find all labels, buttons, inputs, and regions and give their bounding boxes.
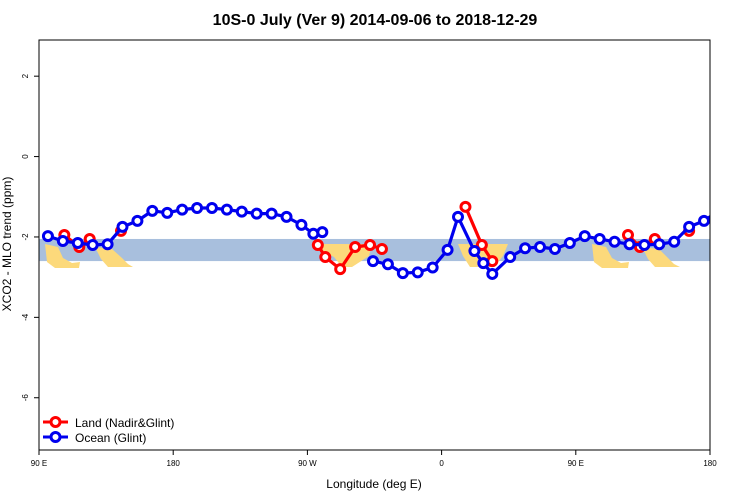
y-tick-label: 2 <box>21 73 30 78</box>
x-tick-label: 0 <box>439 459 444 468</box>
data-point <box>364 239 377 251</box>
data-point <box>131 214 144 227</box>
y-tick-label: -2 <box>21 233 30 241</box>
chart-title: 10S-0 July (Ver 9) 2014-09-06 to 2018-12… <box>213 12 538 29</box>
y-tick-label: 0 <box>21 154 30 159</box>
x-tick-label: 90 E <box>31 459 47 468</box>
data-point <box>86 239 99 251</box>
data-point <box>452 210 465 223</box>
data-point <box>116 220 129 233</box>
data-point <box>621 228 634 241</box>
data-point <box>608 235 621 248</box>
plot-area <box>39 200 738 280</box>
data-point <box>205 202 218 215</box>
legend: Land (Nadir&Glint) Ocean (Glint) <box>43 416 174 445</box>
data-point <box>396 267 409 280</box>
x-tick-label: 180 <box>167 459 181 468</box>
data-point <box>235 205 248 218</box>
x-axis-label: Longitude (deg E) <box>326 477 421 491</box>
data-point <box>714 206 723 215</box>
data-point <box>593 232 606 245</box>
y-axis: 2 0 -2 -4 -6 <box>21 73 39 401</box>
x-tick-label: 90 E <box>568 459 584 468</box>
x-tick-label: 180 <box>703 459 717 468</box>
legend-label-land: Land (Nadir&Glint) <box>75 416 174 430</box>
data-point <box>477 257 490 270</box>
data-point <box>486 267 499 280</box>
legend-marker-land <box>49 416 62 428</box>
data-point <box>367 255 380 268</box>
x-tick-label: 90 W <box>298 459 317 468</box>
data-point <box>146 204 159 217</box>
data-point <box>668 235 681 248</box>
data-point <box>638 239 651 251</box>
data-point <box>578 230 591 243</box>
data-point <box>534 241 547 254</box>
data-point <box>265 207 278 220</box>
data-point <box>56 234 69 247</box>
data-point <box>280 210 293 223</box>
land-shape-papua-repeat <box>642 247 680 267</box>
data-point <box>176 203 189 216</box>
data-point <box>459 200 472 213</box>
data-point <box>101 238 114 251</box>
data-point <box>161 206 174 219</box>
data-point <box>295 218 308 231</box>
x-axis: 90 E 180 90 W 0 90 E 180 <box>31 450 717 468</box>
land-shape-australia-repeat <box>592 244 629 268</box>
y-tick-label: -4 <box>21 313 30 321</box>
data-point <box>623 238 636 251</box>
data-point <box>698 214 710 227</box>
data-point <box>250 207 263 220</box>
data-point <box>71 236 84 249</box>
y-tick-label: -6 <box>21 394 30 402</box>
data-point <box>41 230 54 243</box>
land-shape-australia <box>45 244 80 268</box>
legend-label-ocean: Ocean (Glint) <box>75 431 146 445</box>
data-point <box>316 226 329 239</box>
data-point <box>220 203 233 216</box>
data-point <box>504 251 517 264</box>
data-point <box>311 239 324 251</box>
data-point <box>519 242 532 255</box>
data-point <box>683 220 696 233</box>
data-point <box>381 258 394 271</box>
data-point <box>411 266 424 279</box>
data-point <box>468 245 481 258</box>
data-point <box>375 243 388 256</box>
land-shape-papua <box>95 247 133 267</box>
data-point <box>475 239 488 251</box>
data-point <box>349 241 362 254</box>
data-point <box>548 243 561 256</box>
data-point <box>563 236 576 249</box>
data-point <box>334 263 347 276</box>
series-layer <box>41 200 738 280</box>
y-axis-label: XCO2 - MLO trend (ppm) <box>0 177 14 312</box>
data-point <box>426 261 439 274</box>
plot-frame <box>38 39 711 451</box>
data-point <box>729 208 738 217</box>
data-point <box>191 202 204 215</box>
legend-marker-ocean <box>49 431 62 443</box>
data-point <box>653 238 666 251</box>
data-point <box>441 243 454 256</box>
series-ocean <box>41 202 738 280</box>
data-point <box>319 251 332 264</box>
